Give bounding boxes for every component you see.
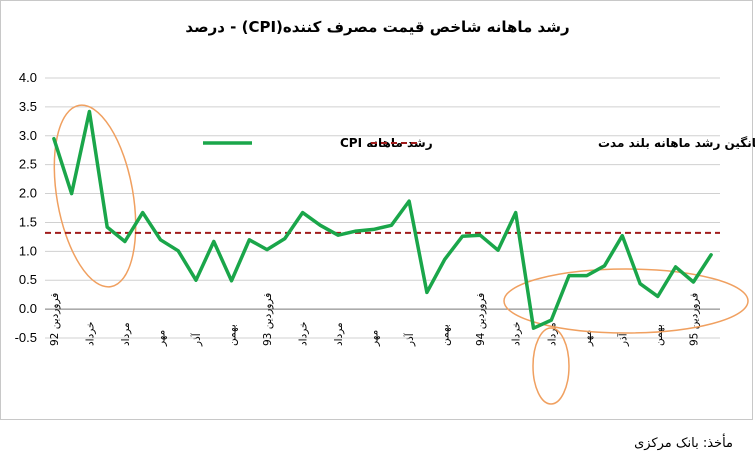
highlight-ellipse: [53, 104, 137, 288]
x-tick-label: خرداد: [84, 321, 96, 346]
x-tick-label: فروردین 92: [49, 293, 61, 346]
x-tick-label: فروردین 95: [688, 293, 700, 346]
x-tick-label: آذر: [190, 332, 203, 347]
source-note: مأخذ: بانک مرکزی: [634, 436, 733, 451]
x-tick-label: خرداد: [298, 321, 310, 346]
legend-label-average: میانگین رشد ماهانه بلند مدت: [598, 136, 755, 150]
x-axis: فروردین 92 خرداد مرداد مهر آذر بهمن فروردین 93…: [45, 293, 720, 347]
x-tick-label: آذر: [403, 332, 416, 347]
y-tick-label: 1.5: [19, 214, 37, 229]
x-tick-label: فروردین 94: [475, 293, 487, 346]
x-tick-label: مرداد: [333, 322, 345, 346]
y-tick-label: 1.0: [19, 243, 37, 258]
x-tick-label: مرداد: [120, 322, 132, 346]
y-tick-label: 2.5: [19, 157, 37, 172]
highlight-ellipses: [53, 104, 749, 405]
legend: رشد ماهانه CPI میانگین رشد ماهانه بلند مد…: [203, 136, 755, 150]
x-tick-label: خرداد: [511, 321, 523, 346]
x-tick-label: فروردین 93: [262, 293, 274, 346]
x-tick-label: مهر: [155, 330, 167, 347]
series-layer: [45, 109, 720, 330]
cpi-growth-line: [52, 109, 713, 330]
y-axis: 4.0 3.5 3.0 2.5 2.0 1.5 1.0 0.5 0.0 -0.5: [15, 70, 37, 345]
y-tick-label: 3.5: [19, 99, 37, 114]
chart-title: رشد ماهانه شاخص قیمت مصرف کننده(CPI) - د…: [185, 18, 570, 36]
chart-frame: [0, 0, 753, 420]
y-tick-label: 4.0: [19, 70, 37, 85]
y-tick-label: 2.0: [19, 186, 37, 201]
y-tick-label: 3.0: [19, 128, 37, 143]
highlight-ellipse: [532, 327, 570, 405]
y-tick-label: 0.0: [19, 301, 37, 316]
x-tick-label: بهمن: [440, 324, 452, 346]
highlight-ellipse: [503, 268, 749, 334]
x-tick-label: بهمن: [227, 324, 239, 346]
y-tick-label: 0.5: [19, 272, 37, 287]
x-tick-label: آذر: [616, 332, 629, 347]
x-tick-label: مهر: [582, 330, 594, 347]
gridlines: [45, 77, 720, 339]
x-tick-label: مهر: [369, 330, 381, 347]
y-tick-label: -0.5: [15, 330, 37, 345]
x-tick-label: بهمن: [653, 324, 665, 346]
